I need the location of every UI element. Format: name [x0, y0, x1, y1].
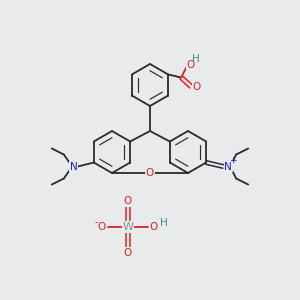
Text: O: O [146, 168, 154, 178]
Text: O: O [124, 248, 132, 258]
Text: H: H [160, 218, 168, 228]
Text: O: O [192, 82, 200, 92]
Text: O: O [186, 61, 194, 70]
Text: N: N [224, 161, 232, 172]
Text: H: H [192, 55, 200, 64]
Text: N: N [70, 161, 78, 172]
Text: -: - [94, 217, 98, 227]
Text: O: O [150, 222, 158, 232]
Text: +: + [230, 156, 237, 165]
Text: W: W [122, 222, 134, 232]
Text: O: O [98, 222, 106, 232]
Text: O: O [124, 196, 132, 206]
